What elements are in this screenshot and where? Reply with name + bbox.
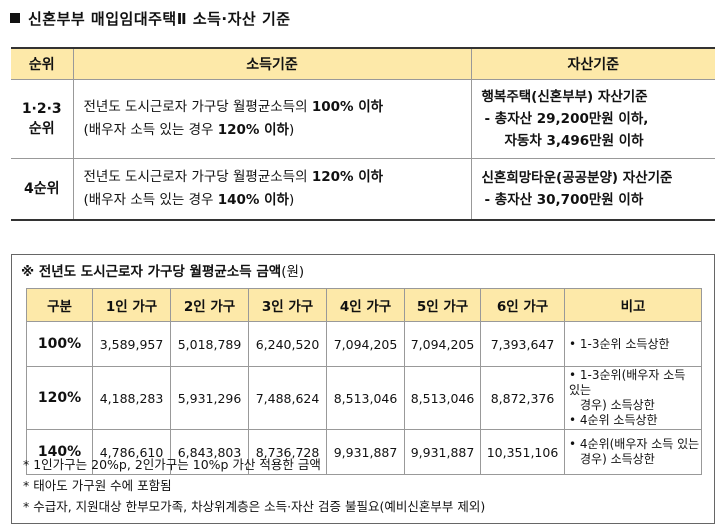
amount-cell: 4,786,610 — [92, 429, 171, 475]
table-row: 120% 4,188,283 5,931,296 7,488,624 8,513… — [26, 366, 702, 430]
header-6person: 6인 가구 — [480, 288, 565, 322]
remark-cell: • 1-3순위 소득상한 — [564, 321, 702, 367]
amount-cell: 7,393,647 — [480, 321, 565, 367]
asset-criteria-cell: 신혼희망타운(공공분양) 자산기준 - 총자산 30,700만원 이하 — [470, 158, 715, 221]
amount-cell: 8,872,376 — [480, 366, 565, 430]
header-remark: 비고 — [564, 288, 702, 322]
asset-criteria-cell: 행복주택(신혼부부) 자산기준 - 총자산 29,200만원 이하, 자동차 3… — [470, 79, 715, 159]
table-header-row: 구분 1인 가구 2인 가구 3인 가구 4인 가구 5인 가구 6인 가구 비… — [26, 288, 702, 322]
table-row: 100% 3,589,957 5,018,789 6,240,520 7,094… — [26, 321, 702, 367]
square-bullet-icon — [10, 13, 20, 23]
header-4person: 4인 가구 — [326, 288, 405, 322]
amount-cell: 10,351,106 — [480, 429, 565, 475]
amount-cell: 3,589,957 — [92, 321, 171, 367]
header-rank: 순위 — [11, 47, 74, 80]
amount-cell: 9,931,887 — [326, 429, 405, 475]
amount-cell: 4,188,283 — [92, 366, 171, 430]
amount-cell: 7,094,205 — [326, 321, 405, 367]
amount-cell: 7,488,624 — [248, 366, 327, 430]
income-criteria-cell: 전년도 도시근로자 가구당 월평균소득의 100% 이하 (배우자 소득 있는 … — [72, 79, 472, 159]
amount-cell: 7,094,205 — [404, 321, 481, 367]
amount-cell: 8,513,046 — [326, 366, 405, 430]
amount-cell: 5,018,789 — [170, 321, 249, 367]
income-criteria-cell: 전년도 도시근로자 가구당 월평균소득의 120% 이하 (배우자 소득 있는 … — [72, 158, 472, 221]
header-income: 소득기준 — [72, 47, 472, 80]
header-5person: 5인 가구 — [404, 288, 481, 322]
income-amount-box: ※ 전년도 도시근로자 가구당 월평균소득 금액(원) 구분 1인 가구 2인 … — [11, 254, 715, 524]
header-2person: 2인 가구 — [170, 288, 249, 322]
rank-cell: 4순위 — [11, 158, 74, 221]
level-cell: 120% — [26, 366, 93, 430]
remark-cell: • 1-3순위(배우자 소득 있는 경우) 소득상한 • 4순위 소득상한 — [564, 366, 702, 430]
table-row: 140% 4,786,610 6,843,803 8,736,728 9,931… — [26, 429, 702, 475]
header-category: 구분 — [26, 288, 93, 322]
amount-cell: 8,513,046 — [404, 366, 481, 430]
income-amount-note: ※ 전년도 도시근로자 가구당 월평균소득 금액(원) — [21, 264, 305, 280]
remark-cell: • 4순위(배우자 소득 있는 경우) 소득상한 — [564, 429, 702, 475]
footnote: * 수급자, 지원대상 한부모가족, 차상위계층은 소득·자산 검증 불필요(예… — [23, 499, 486, 514]
amount-cell: 9,931,887 — [404, 429, 481, 475]
amount-cell: 5,931,296 — [170, 366, 249, 430]
criteria-table: 순위 소득기준 자산기준 1·2·3 순위 전년도 도시근로자 가구당 월평균소… — [11, 47, 715, 221]
table-row: 1·2·3 순위 전년도 도시근로자 가구당 월평균소득의 100% 이하 (배… — [11, 79, 715, 159]
amount-cell: 8,736,728 — [248, 429, 327, 475]
table-row: 4순위 전년도 도시근로자 가구당 월평균소득의 120% 이하 (배우자 소득… — [11, 158, 715, 221]
table-header-row: 순위 소득기준 자산기준 — [11, 47, 715, 80]
footnote: * 태아도 가구원 수에 포함됨 — [23, 478, 172, 493]
level-cell: 100% — [26, 321, 93, 367]
header-asset: 자산기준 — [470, 47, 715, 80]
income-amount-table: 구분 1인 가구 2인 가구 3인 가구 4인 가구 5인 가구 6인 가구 비… — [26, 288, 702, 475]
page-title: 신혼부부 매입임대주택Ⅱ 소득·자산 기준 — [10, 8, 291, 29]
header-3person: 3인 가구 — [248, 288, 327, 322]
header-1person: 1인 가구 — [92, 288, 171, 322]
level-cell: 140% — [26, 429, 93, 475]
amount-cell: 6,240,520 — [248, 321, 327, 367]
footnote: * 1인가구는 20%p, 2인가구는 10%p 가산 적용한 금액 — [23, 457, 321, 472]
rank-cell: 1·2·3 순위 — [11, 79, 74, 159]
